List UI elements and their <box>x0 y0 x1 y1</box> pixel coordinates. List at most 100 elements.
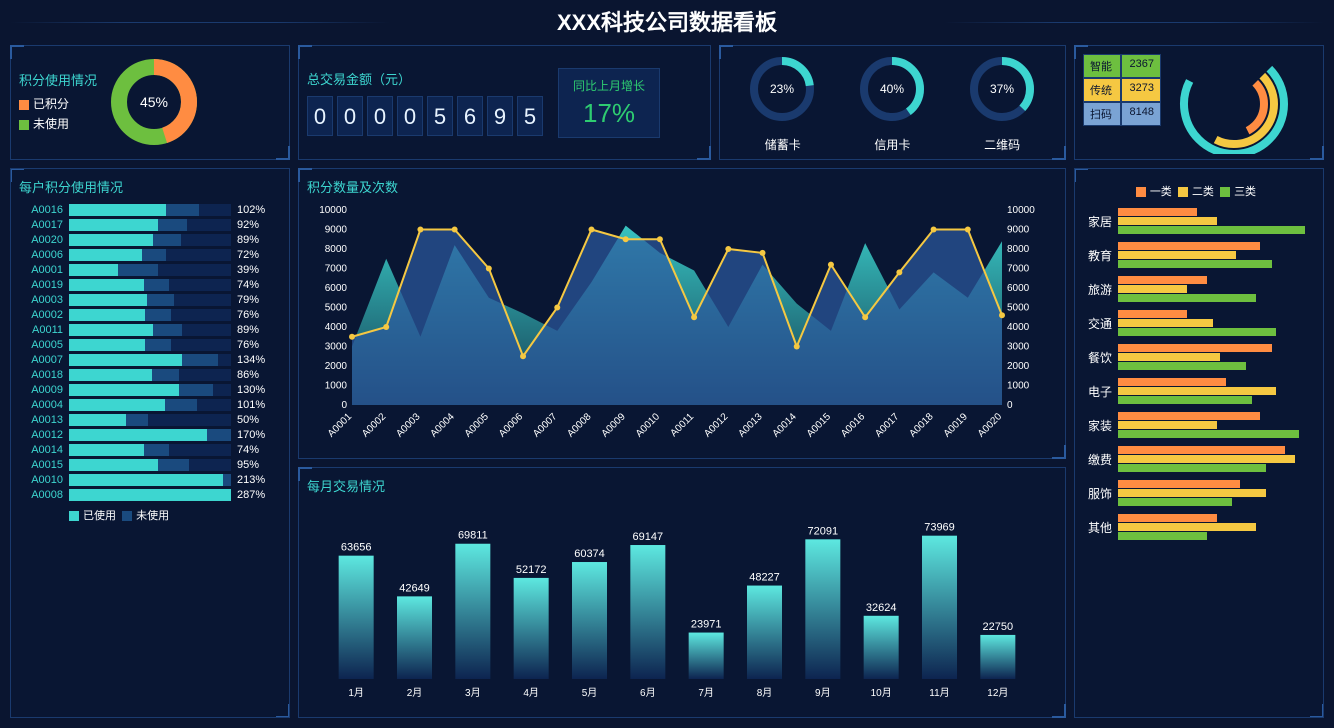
svg-text:10月: 10月 <box>871 687 892 699</box>
category-row: 其他 <box>1083 513 1315 541</box>
digit: 0 <box>307 96 333 136</box>
card-donut: 37%二维码 <box>965 52 1040 153</box>
top-right-panel: 智能2367传统3273扫码8148 <box>1074 45 1324 160</box>
svg-text:8月: 8月 <box>757 687 773 699</box>
svg-text:9000: 9000 <box>1007 225 1030 236</box>
category-row: 餐饮 <box>1083 343 1315 371</box>
svg-text:12月: 12月 <box>987 687 1008 699</box>
type-row: 智能2367 <box>1083 54 1161 78</box>
svg-text:A0005: A0005 <box>463 411 492 440</box>
svg-text:7000: 7000 <box>1007 264 1030 275</box>
legend-item: 二类 <box>1178 186 1220 198</box>
svg-text:1000: 1000 <box>325 381 348 392</box>
svg-text:23971: 23971 <box>691 619 722 631</box>
monthly-panel: 每月交易情况 636561月426492月698113月521724月60374… <box>298 467 1066 718</box>
arc-chart <box>1169 54 1299 154</box>
category-row: 教育 <box>1083 241 1315 269</box>
type-row: 传统3273 <box>1083 78 1161 102</box>
household-row: A0012 170% <box>19 429 281 441</box>
svg-text:69811: 69811 <box>458 530 488 542</box>
household-row: A0016 102% <box>19 204 281 216</box>
household-row: A0005 76% <box>19 339 281 351</box>
svg-text:3月: 3月 <box>465 687 481 699</box>
svg-text:8000: 8000 <box>1007 244 1030 255</box>
svg-text:2000: 2000 <box>325 361 348 372</box>
digit: 9 <box>487 96 513 136</box>
household-row: A0008 287% <box>19 489 281 501</box>
household-row: A0001 39% <box>19 264 281 276</box>
total-amount-digits: 00005695 <box>307 96 543 136</box>
svg-text:A0006: A0006 <box>497 411 526 440</box>
household-row: A0020 89% <box>19 234 281 246</box>
svg-text:42649: 42649 <box>399 582 430 594</box>
digit: 0 <box>367 96 393 136</box>
household-row: A0014 74% <box>19 444 281 456</box>
card-donut: 23%储蓄卡 <box>745 52 820 153</box>
legend-item: 已使用 <box>69 510 122 522</box>
svg-text:A0008: A0008 <box>565 411 594 440</box>
svg-text:A0014: A0014 <box>771 411 800 440</box>
category-row: 服饰 <box>1083 479 1315 507</box>
household-row: A0017 92% <box>19 219 281 231</box>
svg-text:72091: 72091 <box>808 525 839 537</box>
payment-cards-panel: 23%储蓄卡40%信用卡37%二维码 <box>719 45 1066 160</box>
type-table: 智能2367传统3273扫码8148 <box>1083 54 1161 151</box>
household-row: A0011 89% <box>19 324 281 336</box>
household-row: A0018 86% <box>19 369 281 381</box>
total-amount-panel: 总交易金额（元） 00005695 同比上月增长 17% <box>298 45 711 160</box>
monthly-title: 每月交易情况 <box>307 476 1057 495</box>
points-count-panel: 积分数量及次数 00100010002000200030003000400040… <box>298 168 1066 459</box>
svg-text:3000: 3000 <box>325 342 348 353</box>
svg-text:69147: 69147 <box>633 531 664 543</box>
household-row: A0015 95% <box>19 459 281 471</box>
digit: 0 <box>397 96 423 136</box>
category-row: 交通 <box>1083 309 1315 337</box>
svg-text:A0004: A0004 <box>429 411 458 440</box>
svg-text:7000: 7000 <box>325 264 348 275</box>
svg-text:37%: 37% <box>990 82 1014 96</box>
household-row: A0004 101% <box>19 399 281 411</box>
svg-text:22750: 22750 <box>983 621 1014 633</box>
category-row: 家装 <box>1083 411 1315 439</box>
svg-text:6月: 6月 <box>640 687 656 699</box>
category-row: 家居 <box>1083 207 1315 235</box>
svg-text:10000: 10000 <box>1007 205 1035 216</box>
svg-text:9000: 9000 <box>325 225 348 236</box>
legend-item: 未使用 <box>122 510 175 522</box>
svg-text:A0013: A0013 <box>736 411 765 440</box>
categories-panel: 一类 二类 三类 家居教育旅游交通餐饮电子家装缴费服饰其他 <box>1074 168 1324 718</box>
svg-text:A0017: A0017 <box>873 411 902 440</box>
svg-text:5000: 5000 <box>1007 303 1030 314</box>
digit: 5 <box>427 96 453 136</box>
svg-text:0: 0 <box>1007 400 1013 411</box>
svg-text:9月: 9月 <box>815 687 831 699</box>
svg-text:A0009: A0009 <box>600 411 629 440</box>
svg-text:1月: 1月 <box>348 687 364 699</box>
growth-box: 同比上月增长 17% <box>558 68 660 138</box>
digit: 6 <box>457 96 483 136</box>
type-row: 扫码8148 <box>1083 102 1161 126</box>
points-count-title: 积分数量及次数 <box>307 177 1057 196</box>
household-row: A0002 76% <box>19 309 281 321</box>
svg-text:A0007: A0007 <box>531 411 560 440</box>
household-panel: 每户积分使用情况 A0016 102%A0017 92%A0020 89%A00… <box>10 168 290 718</box>
legend-item: 三类 <box>1220 186 1262 198</box>
svg-text:7月: 7月 <box>698 687 714 699</box>
svg-text:A0018: A0018 <box>907 411 936 440</box>
svg-text:A0015: A0015 <box>805 411 834 440</box>
points-usage-donut: 45% <box>107 55 202 150</box>
household-row: A0010 213% <box>19 474 281 486</box>
svg-text:A0020: A0020 <box>976 411 1005 440</box>
points-usage-title: 积分使用情况 <box>19 70 97 89</box>
svg-text:3000: 3000 <box>1007 342 1030 353</box>
svg-text:40%: 40% <box>880 82 904 96</box>
svg-text:10000: 10000 <box>319 205 347 216</box>
legend-item: 已积分 <box>19 95 97 112</box>
svg-text:0: 0 <box>341 400 347 411</box>
svg-text:5月: 5月 <box>582 687 598 699</box>
svg-text:2000: 2000 <box>1007 361 1030 372</box>
household-row: A0019 74% <box>19 279 281 291</box>
digit: 0 <box>337 96 363 136</box>
svg-text:A0001: A0001 <box>326 411 355 440</box>
legend-item: 未使用 <box>19 115 97 132</box>
